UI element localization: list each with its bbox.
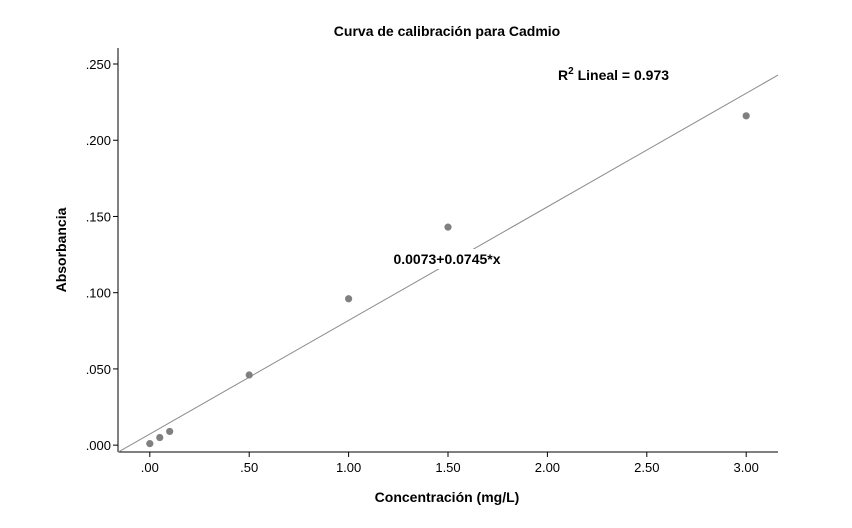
x-tick-label: 1.50: [435, 460, 460, 475]
r2-prefix: R: [558, 67, 568, 83]
y-tick-label: .200: [86, 133, 111, 148]
r-squared-label: R2 Lineal = 0.973: [558, 66, 669, 83]
y-axis-ticks: .000 .050 .100 .150 .200 .250: [86, 57, 118, 453]
equation-label-background: [389, 249, 505, 269]
y-tick-label: .250: [86, 57, 111, 72]
x-tick-label: 2.50: [634, 460, 659, 475]
y-tick-label: .050: [86, 362, 111, 377]
x-axis-ticks: .00 .50 1.00 1.50 2.00 2.50 3.00: [141, 452, 759, 475]
x-tick-label: 1.00: [336, 460, 361, 475]
x-tick-label: .50: [240, 460, 258, 475]
x-tick-label: .00: [141, 460, 159, 475]
data-point: [166, 427, 174, 436]
x-tick-label: 2.00: [535, 460, 560, 475]
y-tick-label: .100: [86, 286, 111, 301]
y-tick-label: .150: [86, 209, 111, 224]
data-point: [742, 112, 750, 120]
y-tick-label: .000: [86, 438, 111, 453]
data-point: [245, 371, 253, 379]
x-tick-label: 3.00: [734, 460, 759, 475]
r2-superscript: 2: [568, 66, 574, 77]
chart-title: Curva de calibración para Cadmio: [334, 23, 560, 39]
x-axis-title: Concentración (mg/L): [375, 489, 520, 505]
r2-suffix: Lineal = 0.973: [574, 67, 670, 83]
data-point: [156, 433, 164, 442]
data-points: [146, 112, 750, 448]
equation-label: 0.0073+0.0745*x: [393, 251, 500, 267]
data-point: [345, 295, 353, 303]
y-axis-title: Absorbancia: [53, 207, 69, 292]
data-point: [444, 223, 452, 231]
data-point: [146, 440, 154, 448]
